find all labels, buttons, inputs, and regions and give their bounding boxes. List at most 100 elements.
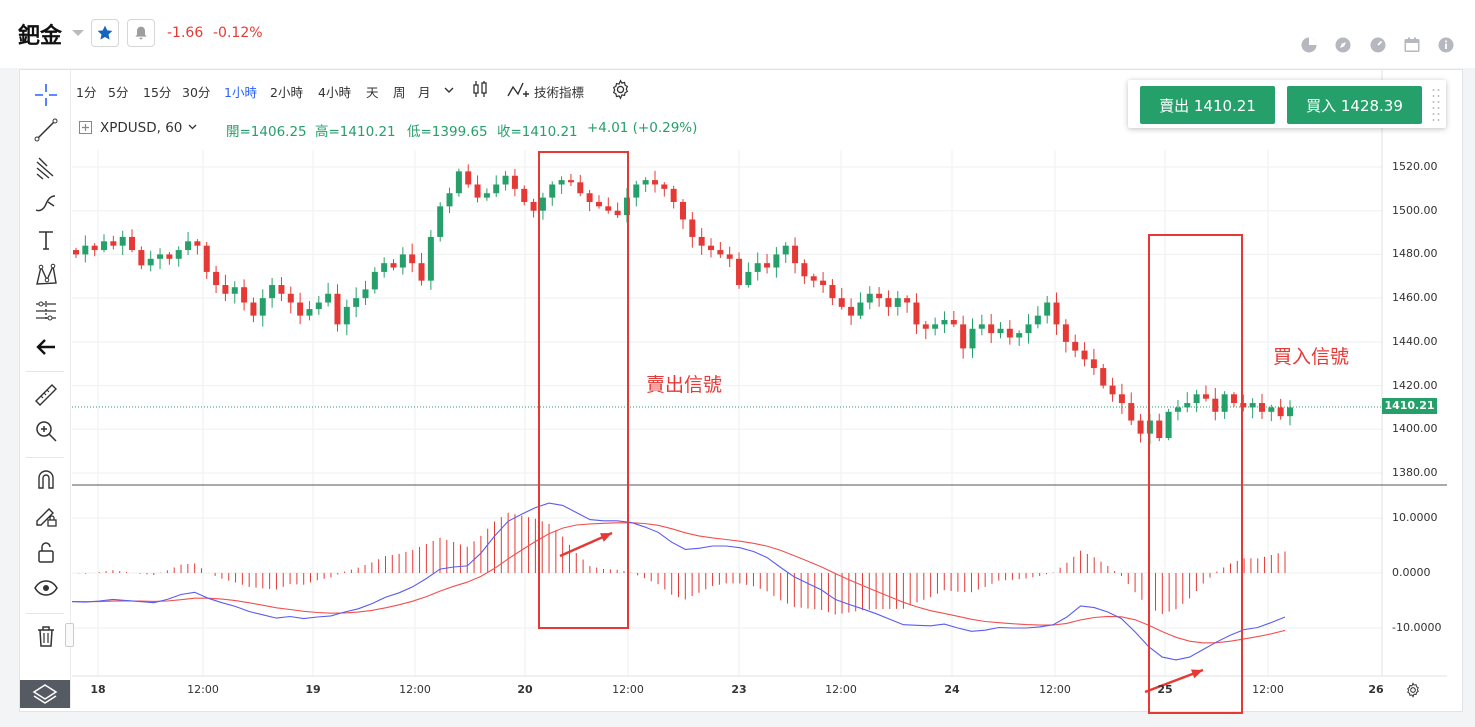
chart-settings-gear-icon[interactable] — [1405, 682, 1421, 698]
candle-body — [530, 201, 537, 211]
ruler-icon[interactable] — [33, 382, 59, 408]
legend-open: 開=1406.25 — [226, 124, 307, 140]
measure-ruler-icon[interactable] — [33, 298, 59, 324]
candle-body — [754, 263, 761, 272]
interval-tab[interactable]: 1分 — [76, 85, 97, 100]
candle-body — [1090, 359, 1097, 369]
interval-tab[interactable]: 天 — [366, 85, 379, 100]
legend-symbol[interactable]: XPDUSD, 60 — [100, 120, 183, 136]
interval-tab[interactable]: 5分 — [108, 85, 129, 100]
pattern-tool-icon[interactable] — [33, 262, 59, 288]
candle-body — [73, 250, 79, 255]
symbol-dropdown-icon[interactable] — [72, 30, 84, 36]
interval-tab[interactable]: 4小時 — [318, 85, 351, 100]
pie-chart-icon[interactable] — [1300, 36, 1318, 54]
candle-body — [960, 324, 967, 349]
candle-body — [455, 171, 462, 194]
interval-tab[interactable]: 30分 — [182, 85, 211, 100]
candle-body — [1258, 403, 1265, 412]
candle-body — [1240, 403, 1247, 408]
text-tool-icon[interactable] — [33, 227, 59, 253]
time-axis-label: 24 — [944, 683, 960, 696]
fork-tool-icon[interactable] — [33, 154, 59, 180]
brush-icon[interactable] — [33, 190, 59, 216]
interval-tab[interactable]: 15分 — [143, 85, 172, 100]
settings-gear-icon[interactable] — [610, 79, 631, 100]
eye-icon[interactable] — [33, 575, 59, 601]
candle-body — [138, 250, 145, 266]
macd-axis-label: 0.0000 — [1392, 566, 1431, 579]
legend-expand-icon[interactable] — [79, 121, 92, 134]
candle-body — [1128, 403, 1135, 421]
magnet-icon[interactable] — [33, 467, 59, 493]
interval-tab[interactable]: 1小時 — [224, 85, 257, 100]
candle-body — [670, 188, 677, 202]
trend-line-icon[interactable] — [33, 117, 59, 143]
drag-handle-icon[interactable] — [1431, 86, 1441, 122]
candle-type-icon[interactable] — [472, 80, 488, 98]
candle-body — [539, 197, 546, 211]
buy-signal-label: 買入信號 — [1273, 346, 1350, 368]
candle-body — [203, 245, 210, 272]
candle-body — [502, 175, 509, 185]
candle-body — [820, 280, 827, 286]
candle-body — [353, 298, 360, 307]
interval-dropdown-icon[interactable] — [444, 86, 454, 94]
candle-body — [483, 193, 490, 198]
time-axis-label: 12:00 — [612, 683, 644, 696]
clock-icon[interactable] — [1369, 36, 1387, 54]
zoom-in-icon[interactable] — [33, 418, 59, 444]
candle-body — [997, 328, 1004, 334]
price-axis-label: 1380.00 — [1392, 466, 1438, 479]
candle-body — [577, 182, 584, 194]
time-axis-label: 23 — [731, 683, 747, 696]
legend-dropdown-icon[interactable] — [188, 123, 197, 131]
candle-body — [166, 254, 173, 259]
candle-body — [680, 201, 686, 220]
buy-button[interactable]: 買入 1428.39 — [1287, 86, 1422, 124]
arrow-left-icon[interactable] — [33, 334, 59, 360]
candle-body — [315, 302, 322, 310]
candle-body — [623, 197, 630, 216]
candle-body — [110, 241, 117, 246]
lock-drawing-icon[interactable] — [33, 503, 59, 529]
candle-body — [969, 328, 976, 349]
interval-tab[interactable]: 2小時 — [270, 85, 303, 100]
price-axis-label: 1460.00 — [1392, 291, 1438, 305]
star-icon[interactable] — [91, 19, 119, 47]
candle-body — [1193, 394, 1200, 404]
layers-icon — [32, 684, 58, 704]
candle-body — [605, 206, 612, 211]
indicators-button[interactable]: 技術指標 — [534, 85, 585, 100]
unlock-icon[interactable] — [33, 539, 59, 565]
sell-button[interactable]: 賣出 1410.21 — [1140, 86, 1275, 124]
candle-body — [241, 287, 248, 303]
indicators-icon[interactable] — [507, 80, 529, 100]
candle-body — [306, 309, 313, 316]
candle-body — [91, 245, 98, 251]
trash-icon[interactable] — [33, 623, 59, 649]
toolbar-more-button[interactable] — [20, 680, 70, 708]
price-axis-label: 1440.00 — [1392, 334, 1438, 348]
collapse-toolbar-handle[interactable] — [65, 623, 74, 647]
candle-body — [904, 298, 911, 303]
compass-icon[interactable] — [1334, 36, 1352, 54]
candle-body — [651, 180, 658, 185]
candle-body — [792, 245, 799, 264]
calendar-icon[interactable] — [1403, 36, 1421, 54]
candle-body — [558, 180, 565, 185]
info-icon[interactable] — [1437, 36, 1455, 54]
candle-body — [427, 236, 434, 281]
interval-tab[interactable]: 周 — [393, 85, 406, 100]
candle-body — [1202, 394, 1209, 399]
candle-body — [474, 184, 481, 198]
crosshair-icon[interactable] — [33, 82, 59, 108]
candle-body — [1006, 328, 1013, 338]
bell-icon[interactable] — [127, 19, 155, 47]
candle-body — [810, 276, 817, 281]
candle-body — [1268, 407, 1275, 412]
symbol-title[interactable]: 鈀金 — [18, 24, 63, 49]
interval-tab[interactable]: 月 — [418, 85, 431, 100]
candle-body — [1025, 324, 1032, 334]
